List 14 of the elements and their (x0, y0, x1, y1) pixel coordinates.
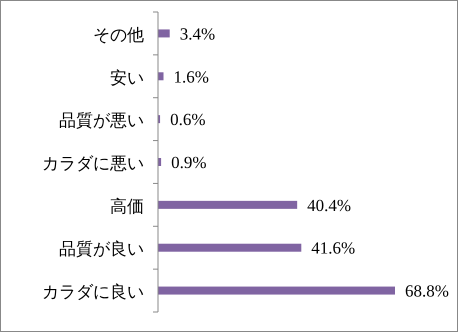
y-tick-label: カラダに悪い (42, 154, 144, 173)
y-tick-label: カラダに良い (42, 282, 144, 302)
data-label: 40.4% (307, 196, 352, 215)
data-label: 68.8% (405, 282, 449, 301)
data-label: 41.6% (311, 238, 356, 258)
y-tick-label: 高価 (110, 196, 144, 216)
data-label: 1.6% (174, 67, 209, 86)
y-tick-label: 安い (110, 68, 144, 88)
y-tick-label: その他 (93, 25, 144, 44)
y-tick-label: 品質が悪い (59, 111, 144, 130)
data-label: 0.9% (171, 153, 207, 172)
y-tick-label: 品質が良い (59, 240, 144, 259)
data-label: 0.6% (170, 110, 206, 130)
data-label: 3.4% (180, 24, 216, 44)
